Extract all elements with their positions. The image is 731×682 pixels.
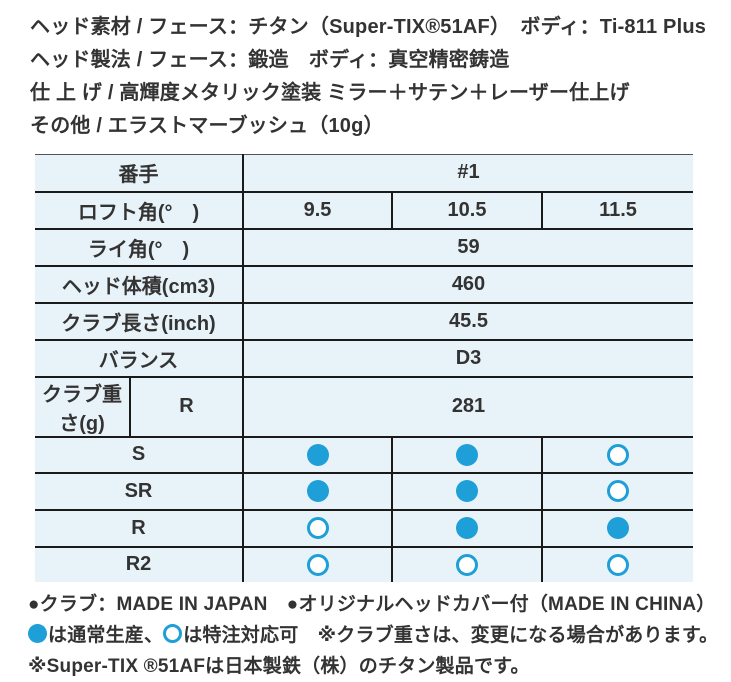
golf-club-spec-sheet: ヘッド素材 / フェース：チタン（Super-TIX®51AF） ボディ：Ti-…	[0, 11, 731, 682]
row-flex-r2: R2	[35, 546, 693, 582]
club-number-value: #1	[242, 154, 693, 193]
flex-r2-label: R2	[35, 546, 243, 582]
club-number-label: 番手	[35, 154, 243, 193]
club-length-label: クラブ長さ(inch)	[35, 302, 243, 341]
spec-table: 番手 #1 ロフト角(° ) 9.5 10.5 11.5 ライ角(° ) 59 …	[35, 154, 693, 582]
club-weight-label: クラブ重さ(g)	[35, 376, 130, 438]
lie-value: 59	[242, 228, 693, 267]
row-club-number: 番手 #1	[35, 154, 693, 193]
availability-circle-icon	[456, 443, 478, 466]
club-length-value: 45.5	[242, 302, 693, 341]
row-lie: ライ角(° ) 59	[35, 228, 693, 267]
footnote-legend-text-1: は通常生産、	[48, 624, 164, 646]
club-weight-value: 281	[242, 376, 693, 438]
flex-sr-col1	[242, 472, 392, 511]
row-balance: バランス D3	[35, 339, 693, 378]
spec-line-head-material: ヘッド素材 / フェース：チタン（Super-TIX®51AF） ボディ：Ti-…	[30, 16, 707, 38]
club-weight-sub-label: R	[129, 376, 243, 438]
flex-sr-label: SR	[35, 472, 243, 511]
head-volume-label: ヘッド体積(cm3)	[35, 265, 243, 304]
flex-r-col2	[391, 509, 542, 548]
availability-circle-icon	[607, 517, 629, 539]
availability-circle-icon	[306, 553, 329, 576]
availability-circle-icon	[456, 480, 478, 502]
flex-r2-col1	[242, 546, 392, 582]
flex-s-label: S	[35, 436, 243, 474]
spec-line-head-construction: ヘッド製法 / フェース：鍛造 ボディ：真空精密鋳造	[30, 49, 510, 71]
spec-line-finish: 仕 上 げ / 高輝度メタリック塗装 ミラー＋サテン＋レーザー仕上げ	[30, 82, 630, 104]
row-head-volume: ヘッド体積(cm3) 460	[35, 265, 693, 304]
availability-circle-icon	[306, 517, 329, 539]
flex-r2-col2	[391, 546, 542, 582]
row-flex-r: R	[35, 509, 693, 548]
availability-circle-icon	[456, 553, 478, 576]
loft-label: ロフト角(° )	[35, 191, 243, 230]
filled-circle-icon	[28, 623, 47, 643]
flex-s-col1	[242, 436, 392, 474]
footnote-trademark: ※Super-TIX ®51AFは日本製鉄（株）のチタン製品です。	[28, 655, 530, 677]
availability-circle-icon	[306, 443, 329, 466]
flex-r2-col3	[541, 546, 693, 582]
availability-circle-icon	[306, 480, 329, 502]
footnote-made-in: ●クラブ：MADE IN JAPAN ●オリジナルヘッドカバー付（MADE IN…	[28, 593, 716, 615]
flex-sr-col3	[541, 472, 693, 511]
row-club-length: クラブ長さ(inch) 45.5	[35, 302, 693, 341]
flex-sr-col2	[391, 472, 542, 511]
balance-label: バランス	[35, 339, 243, 378]
footnote-legend: は通常生産、 は特注対応可 ※クラブ重さは、変更になる場合があります。	[28, 620, 731, 651]
row-flex-s: S	[35, 436, 693, 474]
footnotes: ●クラブ：MADE IN JAPAN ●オリジナルヘッドカバー付（MADE IN…	[28, 589, 731, 682]
availability-circle-icon	[607, 480, 629, 502]
balance-value: D3	[242, 339, 693, 378]
availability-circle-icon	[607, 553, 629, 576]
loft-value-col1: 9.5	[242, 191, 392, 230]
open-circle-icon	[163, 623, 183, 643]
flex-r-col1	[242, 509, 392, 548]
flex-r-col3	[541, 509, 693, 548]
flex-s-col2	[391, 436, 542, 474]
loft-value-col3: 11.5	[541, 191, 693, 230]
flex-s-col3	[541, 436, 693, 474]
row-flex-sr: SR	[35, 472, 693, 511]
head-volume-value: 460	[242, 265, 693, 304]
availability-circle-icon	[607, 443, 629, 466]
lie-label: ライ角(° )	[35, 228, 243, 267]
spec-text-block: ヘッド素材 / フェース：チタン（Super-TIX®51AF） ボディ：Ti-…	[30, 11, 731, 143]
loft-value-col2: 10.5	[391, 191, 542, 230]
footnote-legend-text-2: は特注対応可 ※クラブ重さは、変更になる場合があります。	[183, 624, 719, 646]
row-loft: ロフト角(° ) 9.5 10.5 11.5	[35, 191, 693, 230]
row-club-weight: クラブ重さ(g) R 281	[35, 376, 693, 438]
spec-line-other: その他 / エラストマーブッシュ（10g）	[30, 115, 384, 137]
flex-r-label: R	[35, 509, 243, 548]
availability-circle-icon	[456, 517, 478, 539]
